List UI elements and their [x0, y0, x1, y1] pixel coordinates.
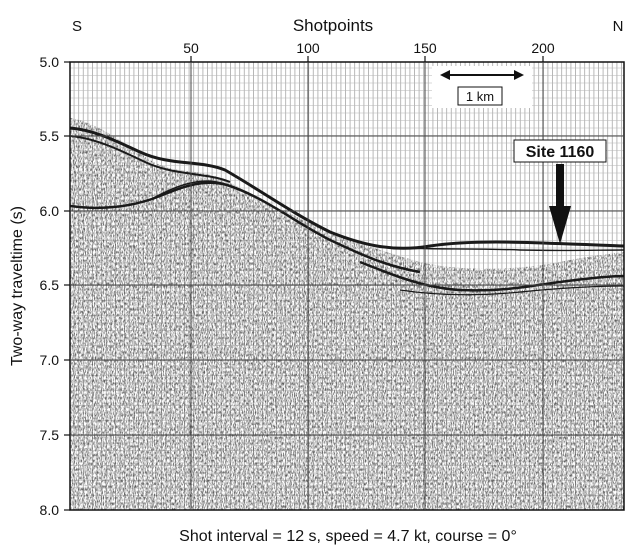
reflector-lines [70, 126, 624, 296]
axis-ticks [64, 56, 544, 511]
y-tick-label: 7.0 [40, 352, 60, 368]
y-tick-label: 6.0 [40, 203, 60, 219]
x-tick-label: 50 [183, 40, 199, 56]
subsurface-reflections [70, 118, 624, 510]
y-tick-label: 7.5 [40, 427, 60, 443]
plot-frame [69, 61, 625, 511]
seismic-section [70, 62, 624, 510]
y-tick-labels: 5.0 5.5 6.0 6.5 7.0 7.5 8.0 [40, 54, 60, 518]
top-axis-title: Shotpoints [293, 16, 373, 35]
y-tick-label: 8.0 [40, 502, 60, 518]
site-marker: Site 1160 [513, 139, 607, 244]
x-tick-label: 100 [296, 40, 320, 56]
scale-bar: 1 km [432, 66, 532, 108]
figure-caption: Shot interval = 12 s, speed = 4.7 kt, co… [179, 528, 517, 545]
site-arrow-shaft [556, 164, 564, 208]
site-label: Site 1160 [526, 144, 595, 161]
site-arrow-icon [549, 206, 571, 244]
scale-bar-right-arrowhead [514, 70, 524, 80]
x-tick-label: 200 [531, 40, 555, 56]
y-axis-title: Two-way traveltime (s) [9, 206, 26, 366]
direction-north-label: N [613, 18, 624, 35]
scale-bar-label: 1 km [466, 89, 494, 104]
x-tick-label: 150 [413, 40, 437, 56]
y-tick-label: 5.0 [40, 54, 60, 70]
y-tick-label: 6.5 [40, 277, 60, 293]
direction-south-label: S [72, 18, 82, 35]
scale-bar-left-arrowhead [440, 70, 450, 80]
major-gridlines [70, 62, 624, 510]
y-tick-label: 5.5 [40, 128, 60, 144]
x-tick-labels: 50 100 150 200 [183, 40, 555, 56]
